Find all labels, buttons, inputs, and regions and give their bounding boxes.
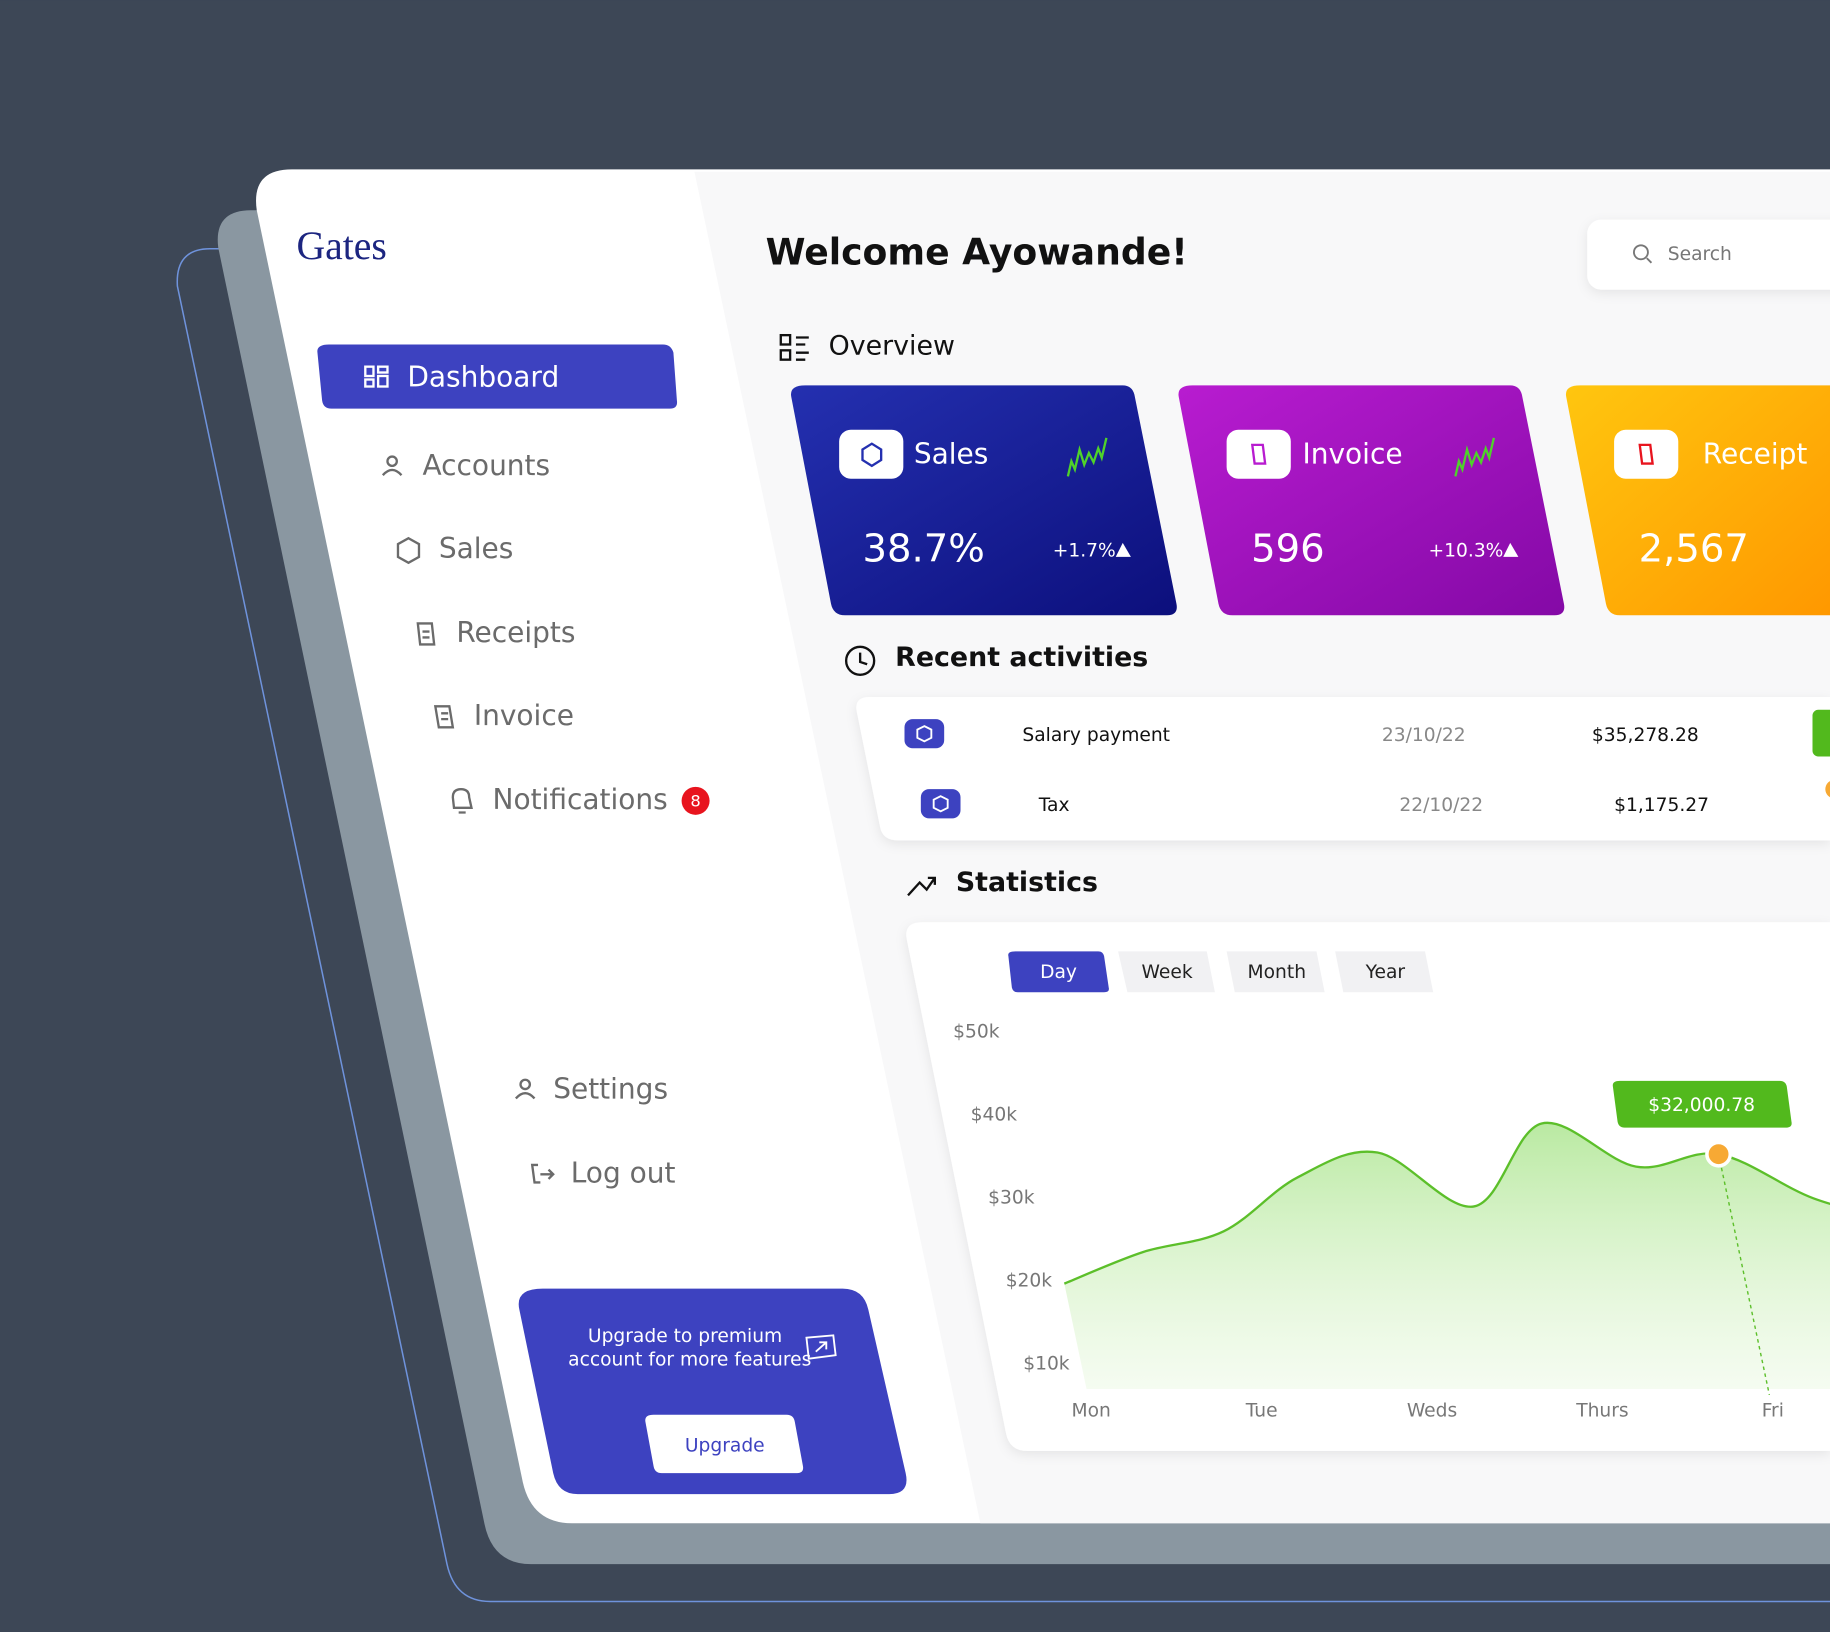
notification-badge (681, 786, 710, 815)
nav-item[interactable]: Settings (553, 1072, 668, 1105)
card-icon (1250, 443, 1267, 465)
nav-item[interactable]: Dashboard (407, 360, 559, 393)
card-value: 2,567 (1639, 527, 1749, 572)
card-value: 596 (1251, 527, 1325, 572)
x-tick-label: Mon (1072, 1401, 1111, 1422)
row-icon (920, 789, 961, 819)
card-icon-bg (1614, 429, 1679, 479)
row-name: Salary payment (1022, 725, 1170, 746)
clock-icon (844, 645, 876, 676)
card-icon-bg (839, 429, 904, 479)
row-icon-glyph (916, 725, 933, 743)
tooltip-label: $32,000.78 (1648, 1095, 1755, 1116)
card-icon-bg (1226, 429, 1291, 479)
invoice-card[interactable] (1178, 385, 1565, 616)
card-icon (861, 442, 883, 468)
section-title: Recent activities (895, 642, 1148, 673)
x-tick-label: Thurs (1575, 1401, 1628, 1422)
line (1063, 1121, 1830, 1285)
brand: Gates (296, 224, 386, 268)
row-status (1825, 781, 1830, 798)
card-label: Receipt (1703, 437, 1808, 470)
search-box[interactable] (1587, 219, 1830, 290)
tab-label[interactable]: Day (1040, 962, 1077, 983)
outline-frame (176, 248, 1830, 1603)
sales-card[interactable] (790, 385, 1177, 616)
nav-active-bg[interactable] (317, 344, 678, 409)
nav-item[interactable]: Invoice (474, 699, 574, 732)
row-name: Tax (1038, 795, 1070, 816)
y-tick-label: $20k (1006, 1271, 1053, 1292)
activity-table (856, 696, 1830, 841)
card-change: +1.7% (1053, 541, 1116, 562)
card-value: 38.7% (862, 527, 984, 572)
nav-item[interactable]: Notifications (493, 783, 668, 816)
tab[interactable] (1335, 951, 1434, 993)
area (1064, 1122, 1830, 1390)
welcome-title: Welcome Ayowande! (766, 231, 1188, 274)
card-icon (1638, 443, 1654, 465)
card-label: Invoice (1302, 437, 1402, 470)
search-icon (1632, 244, 1653, 264)
nav-item[interactable]: Receipts (456, 616, 575, 649)
section-title: Overview (829, 330, 955, 361)
tab-active[interactable] (1008, 951, 1109, 993)
upgrade-button[interactable] (645, 1414, 804, 1474)
stats-icon (907, 876, 937, 897)
receipt-card[interactable] (1565, 385, 1830, 616)
notification-count: 8 (690, 791, 700, 810)
row-status (1812, 709, 1830, 757)
row-icon (904, 719, 945, 749)
y-tick-label: $30k (988, 1188, 1035, 1209)
nav-item[interactable]: Accounts (422, 449, 550, 482)
tab-label[interactable]: Year (1365, 962, 1406, 983)
nav-icons (381, 455, 555, 1184)
guide-line (1717, 1154, 1771, 1396)
sparkline (1454, 437, 1496, 477)
row-date: 23/10/22 (1382, 725, 1466, 746)
tab-label[interactable]: Week (1142, 962, 1193, 983)
tab[interactable] (1118, 951, 1215, 993)
y-tick-label: $10k (1023, 1354, 1070, 1375)
tab[interactable] (1226, 951, 1325, 993)
x-tick-label: Tue (1245, 1401, 1278, 1422)
x-tick-label: Weds (1407, 1401, 1457, 1422)
upgrade-card (518, 1288, 907, 1495)
row-amount: $1,175.27 (1614, 795, 1709, 816)
x-tick-label: Fri (1762, 1401, 1784, 1422)
dashboard-icon (364, 365, 389, 388)
nav-item[interactable]: Sales (439, 532, 514, 565)
y-tick-label: $40k (971, 1105, 1018, 1126)
up-arrow (1503, 542, 1519, 557)
search-placeholder[interactable]: Search (1668, 244, 1732, 265)
sparkline (1066, 437, 1108, 477)
card-label: Sales (914, 437, 989, 470)
upgrade-text: account for more features (568, 1349, 811, 1370)
upgrade-text: Upgrade to premium (588, 1326, 782, 1347)
card-change: +10.3% (1429, 541, 1504, 562)
point-marker (1705, 1140, 1732, 1168)
upgrade-button-label[interactable]: Upgrade (685, 1436, 765, 1457)
up-arrow (1115, 542, 1131, 557)
upgrade-icon (805, 1334, 837, 1360)
statistics-chart: $10k $20k $30k $40k $50k Mon Tue Weds Thurs Fri $3… (953, 1022, 1830, 1422)
row-amount: $35,278.28 (1592, 725, 1699, 746)
tooltip-bg (1612, 1080, 1792, 1128)
row-date: 22/10/22 (1399, 795, 1483, 816)
tab-label[interactable]: Month (1248, 962, 1306, 983)
y-tick-label: $50k (953, 1022, 1000, 1043)
row-icon-glyph (932, 795, 949, 813)
overview-icon (779, 333, 809, 361)
nav-item[interactable]: Log out (571, 1156, 676, 1189)
section-title: Statistics (956, 867, 1098, 898)
